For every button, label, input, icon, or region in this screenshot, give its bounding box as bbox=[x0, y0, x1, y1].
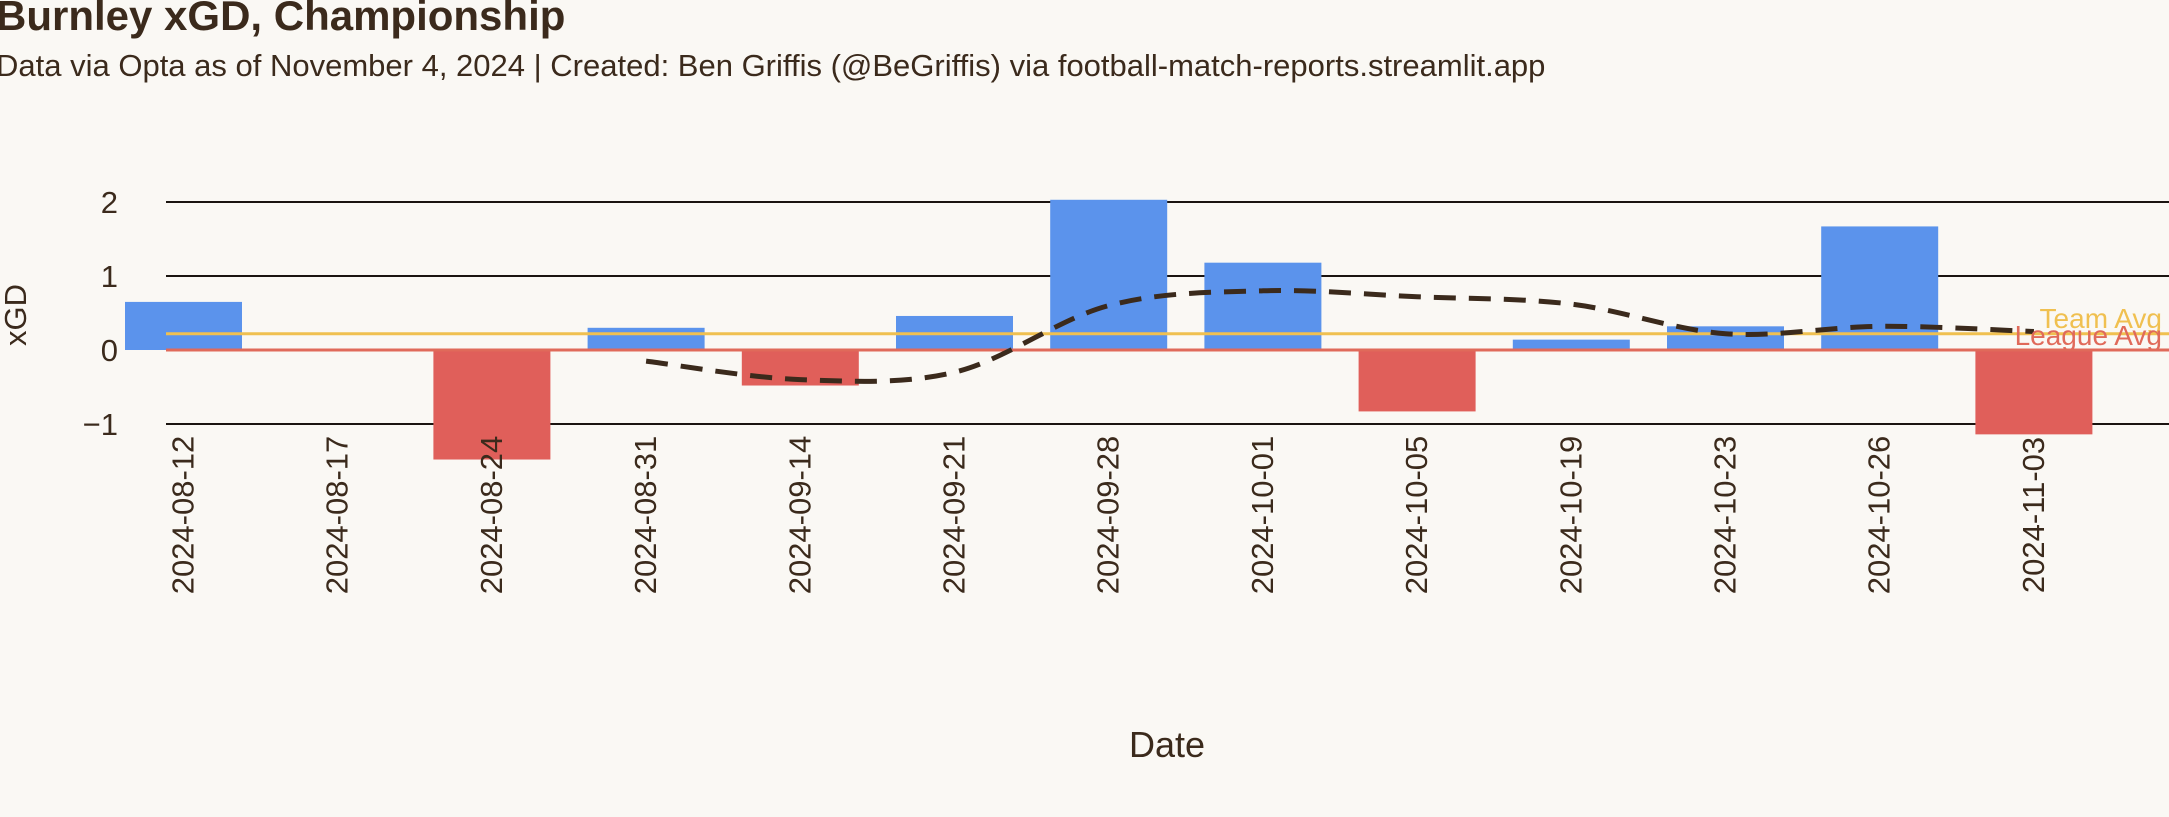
x-axis-ticks: 2024-08-12 2024-08-17 2024-08-24 2024-08-31… bbox=[166, 436, 2051, 595]
bar bbox=[433, 350, 551, 460]
team-avg-label: Team Avg bbox=[2040, 303, 2162, 334]
x-tick-label: 2024-10-26 bbox=[1862, 436, 1897, 595]
bar bbox=[125, 301, 242, 350]
bar bbox=[1512, 339, 1630, 350]
x-tick-label: 2024-08-24 bbox=[474, 436, 509, 595]
chart-subtitle: Data via Opta as of November 4, 2024 | C… bbox=[0, 48, 1546, 83]
x-tick-label: 2024-10-01 bbox=[1245, 436, 1280, 595]
y-axis-ticks: 2 1 0 −1 bbox=[83, 185, 118, 442]
x-tick-label: 2024-10-19 bbox=[1553, 436, 1588, 595]
x-tick-label: 2024-09-14 bbox=[782, 436, 817, 595]
x-tick-label: 2024-10-23 bbox=[1708, 436, 1743, 595]
bar bbox=[1975, 350, 2093, 435]
rolling-average-line bbox=[645, 288, 2034, 384]
x-tick-label: 2024-11-03 bbox=[2016, 437, 2051, 593]
y-tick-label: 1 bbox=[101, 259, 118, 294]
bar bbox=[1358, 350, 1476, 412]
bars bbox=[125, 199, 2093, 460]
y-tick-label: 2 bbox=[101, 185, 118, 220]
y-tick-label: 0 bbox=[101, 333, 118, 368]
chart-title: Burnley xGD, Championship bbox=[0, 0, 566, 39]
x-tick-label: 2024-08-12 bbox=[166, 436, 201, 595]
x-tick-label: 2024-08-31 bbox=[628, 436, 663, 595]
x-tick-label: 2024-08-17 bbox=[320, 436, 355, 595]
bar bbox=[1821, 226, 1939, 350]
x-tick-label: 2024-10-05 bbox=[1399, 436, 1434, 595]
y-tick-label: −1 bbox=[83, 407, 118, 442]
bar bbox=[1050, 199, 1168, 350]
bar bbox=[1204, 262, 1322, 350]
average-lines bbox=[166, 332, 2169, 352]
x-tick-label: 2024-09-28 bbox=[1091, 436, 1126, 595]
x-tick-label: 2024-09-21 bbox=[937, 436, 972, 595]
league-avg-label: League Avg bbox=[2015, 320, 2162, 351]
y-axis-label: xGD bbox=[0, 284, 33, 346]
bar bbox=[587, 327, 705, 350]
x-axis-label: Date bbox=[1129, 724, 1205, 765]
rolling-average bbox=[645, 288, 2034, 384]
